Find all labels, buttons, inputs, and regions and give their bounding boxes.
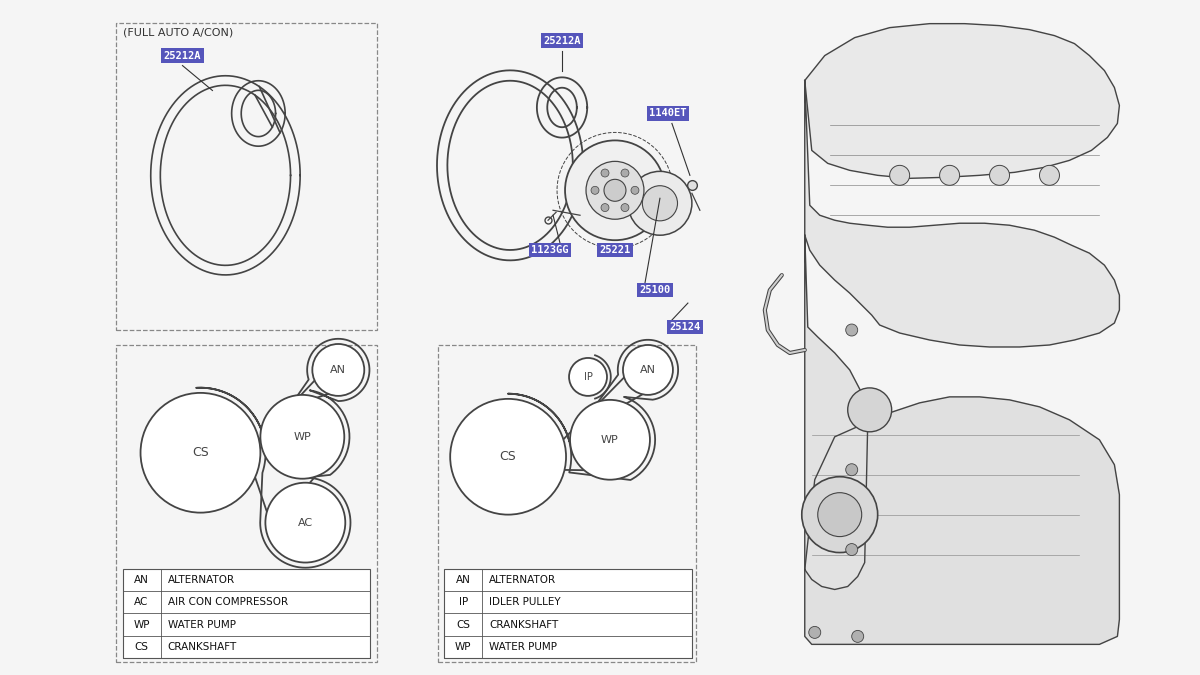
Circle shape — [140, 393, 260, 512]
Circle shape — [802, 477, 877, 553]
Circle shape — [852, 630, 864, 643]
Bar — [444, 568, 692, 658]
Circle shape — [623, 345, 673, 395]
Circle shape — [817, 493, 862, 537]
Text: WATER PUMP: WATER PUMP — [490, 642, 557, 652]
Text: CS: CS — [192, 446, 209, 459]
Circle shape — [569, 358, 607, 396]
Text: ALTERNATOR: ALTERNATOR — [168, 574, 235, 585]
Circle shape — [601, 204, 608, 211]
Circle shape — [312, 344, 365, 396]
Text: AC: AC — [298, 518, 313, 528]
Circle shape — [628, 171, 692, 235]
Text: CRANKSHAFT: CRANKSHAFT — [168, 642, 236, 652]
Text: WATER PUMP: WATER PUMP — [168, 620, 235, 630]
Circle shape — [586, 161, 644, 219]
Text: 1140ET: 1140ET — [649, 109, 686, 118]
Text: 25124: 25124 — [670, 322, 701, 332]
Text: AN: AN — [640, 365, 656, 375]
Text: IP: IP — [458, 597, 468, 608]
Circle shape — [1039, 165, 1060, 186]
Text: AC: AC — [134, 597, 149, 608]
Bar — [115, 345, 377, 662]
Polygon shape — [805, 235, 868, 589]
Bar — [438, 345, 696, 662]
Circle shape — [940, 165, 960, 186]
Circle shape — [642, 186, 678, 221]
Text: (FULL AUTO A/CON): (FULL AUTO A/CON) — [122, 28, 233, 38]
Text: 25212A: 25212A — [544, 36, 581, 46]
Circle shape — [570, 400, 650, 480]
Circle shape — [620, 169, 629, 177]
Text: WP: WP — [455, 642, 472, 652]
Text: IP: IP — [583, 372, 593, 382]
Circle shape — [847, 388, 892, 432]
Circle shape — [846, 324, 858, 336]
Text: 25212A: 25212A — [163, 51, 202, 61]
Circle shape — [631, 186, 638, 194]
Text: IDLER PULLEY: IDLER PULLEY — [490, 597, 560, 608]
Circle shape — [990, 165, 1009, 186]
Text: WP: WP — [133, 620, 150, 630]
Text: CRANKSHAFT: CRANKSHAFT — [490, 620, 558, 630]
Text: CS: CS — [134, 642, 149, 652]
Circle shape — [604, 180, 626, 201]
Circle shape — [265, 483, 346, 562]
Bar — [115, 23, 377, 330]
Circle shape — [450, 399, 566, 514]
Circle shape — [846, 464, 858, 476]
Text: AN: AN — [456, 574, 470, 585]
Text: WP: WP — [601, 435, 619, 445]
Circle shape — [846, 543, 858, 556]
Polygon shape — [805, 24, 1120, 178]
Text: 25221: 25221 — [599, 245, 631, 255]
Text: 25100: 25100 — [640, 285, 671, 295]
Text: 1123GG: 1123GG — [532, 245, 569, 255]
Circle shape — [620, 204, 629, 211]
Text: AN: AN — [330, 365, 347, 375]
Circle shape — [260, 395, 344, 479]
Text: ALTERNATOR: ALTERNATOR — [490, 574, 557, 585]
Text: CS: CS — [456, 620, 470, 630]
Circle shape — [592, 186, 599, 194]
Bar — [122, 568, 371, 658]
Text: WP: WP — [294, 432, 311, 442]
Polygon shape — [805, 397, 1120, 645]
Circle shape — [565, 140, 665, 240]
Text: AN: AN — [134, 574, 149, 585]
Text: CS: CS — [499, 450, 516, 463]
Circle shape — [889, 165, 910, 186]
Text: AIR CON COMPRESSOR: AIR CON COMPRESSOR — [168, 597, 288, 608]
Circle shape — [809, 626, 821, 639]
Polygon shape — [805, 80, 1120, 347]
Circle shape — [601, 169, 608, 177]
